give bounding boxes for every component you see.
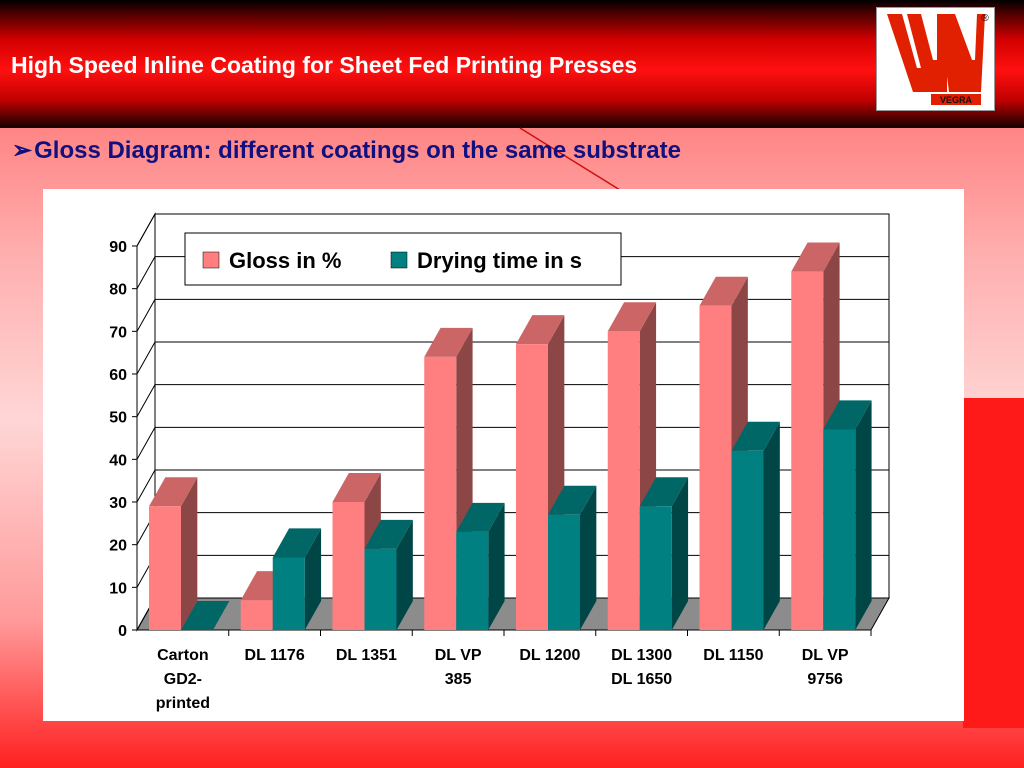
bar [731, 450, 764, 630]
bar-top [424, 327, 473, 357]
gridline-80 [136, 256, 889, 289]
bar [456, 531, 489, 630]
y-tick-label: 10 [109, 580, 127, 597]
bar [332, 502, 365, 630]
bar-side [763, 421, 780, 630]
gridline-90 [136, 213, 889, 247]
bar [424, 356, 457, 630]
category-label: DL 1200 [519, 647, 580, 664]
bar-top [149, 477, 198, 507]
legend-label: Drying time in s [417, 248, 582, 273]
title-bar: High Speed Inline Coating for Sheet Fed … [0, 0, 1024, 128]
legend-label: Gloss in % [229, 248, 341, 273]
logo-text: VEGRA [940, 95, 973, 105]
bar [823, 429, 856, 630]
y-tick-label: 30 [109, 495, 127, 512]
category-label: DL 1300 DL 1650 [611, 647, 672, 688]
bar-top [791, 242, 840, 272]
y-tick-label: 20 [109, 538, 127, 555]
bar [149, 506, 181, 630]
bar-top [516, 315, 565, 345]
category-label: DL VP 385 [435, 647, 482, 688]
bar-top [181, 600, 230, 630]
bar-top [731, 421, 780, 451]
vegra-logo-graphic: VEGRA ® [887, 13, 989, 105]
background-red-block [963, 398, 1024, 728]
bar-top [332, 472, 381, 502]
category-label: DL VP 9756 [802, 647, 849, 688]
vegra-logo: VEGRA ® [876, 7, 995, 111]
bar [639, 506, 672, 630]
bar [791, 271, 824, 630]
y-tick-label: 90 [109, 239, 127, 256]
bar [548, 514, 580, 630]
bar [607, 331, 640, 630]
bar [240, 600, 273, 630]
bar-top [272, 528, 322, 558]
bar-side [580, 485, 597, 630]
y-tick-label: 70 [109, 324, 127, 341]
page-title: High Speed Inline Coating for Sheet Fed … [11, 52, 638, 78]
y-tick-label: 50 [109, 410, 127, 427]
y-tick-label: 0 [118, 623, 127, 640]
slide-subtitle: ➢Gloss Diagram: different coatings on th… [12, 136, 681, 165]
bar-top [607, 302, 657, 332]
y-tick-label: 60 [109, 367, 127, 384]
bar-top [364, 519, 413, 549]
bar-side [396, 519, 413, 630]
bar-side [304, 528, 322, 630]
bar-side [671, 477, 689, 630]
gloss-chart: 0 10 20 30 40 50 60 70 80 90 Carton GD2-printed DL 1… [109, 212, 890, 712]
bar-top [639, 477, 689, 507]
category-label: DL 1176 [245, 647, 305, 664]
y-tick-label: 40 [109, 452, 127, 469]
bar-side [181, 477, 198, 630]
bar-top [548, 485, 597, 515]
bar [272, 557, 305, 630]
y-tick-label: 80 [109, 282, 127, 299]
bar-top [699, 276, 748, 306]
legend-swatch [390, 251, 408, 269]
chart-panel: 0 10 20 30 40 50 60 70 80 90 Carton GD2-printed DL 1… [43, 189, 964, 721]
bar-side [488, 502, 505, 630]
arrow-bullet-icon: ➢ [12, 137, 33, 164]
bar-top [823, 400, 872, 430]
registered-mark: ® [981, 13, 989, 24]
subtitle-text: Gloss Diagram: different coatings on the… [34, 137, 681, 164]
bar-top [456, 502, 505, 532]
legend-swatch [202, 251, 220, 269]
bar-side [855, 400, 872, 630]
gridline-70 [136, 298, 889, 332]
category-label: DL 1150 [703, 647, 763, 664]
bar [364, 548, 397, 630]
category-label: DL 1351 [336, 647, 397, 664]
bar [699, 305, 732, 630]
category-label: Carton GD2-printed [156, 647, 210, 712]
bar [516, 344, 548, 630]
